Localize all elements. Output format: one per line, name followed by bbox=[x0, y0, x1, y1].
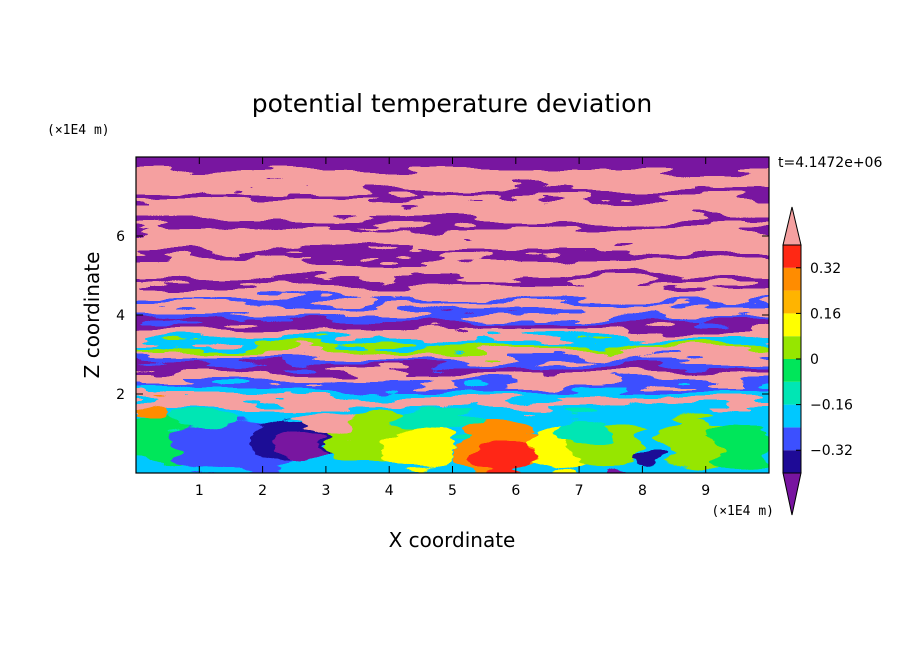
y-axis-ticks: 2 4 6 bbox=[116, 229, 769, 403]
y-axis-unit: (×1E4 m) bbox=[47, 123, 110, 138]
x-tick-label: 4 bbox=[385, 483, 394, 499]
field-blob bbox=[550, 415, 610, 445]
field-band bbox=[136, 191, 769, 199]
colorbar-segment bbox=[783, 245, 801, 268]
field-band bbox=[136, 389, 769, 397]
x-tick-label: 9 bbox=[701, 483, 710, 499]
field-band bbox=[136, 299, 769, 305]
colorbar-segment bbox=[783, 359, 801, 382]
colorbar-tick-label: −0.16 bbox=[810, 398, 853, 414]
chart-title: potential temperature deviation bbox=[252, 89, 652, 118]
field-band bbox=[136, 315, 769, 321]
y-axis-label: Z coordinate bbox=[80, 252, 104, 379]
x-axis-label: X coordinate bbox=[389, 528, 516, 552]
field-band bbox=[136, 251, 769, 259]
field-band bbox=[136, 321, 769, 329]
x-axis-ticks: 1 2 3 4 5 6 7 8 9 bbox=[195, 157, 710, 499]
colorbar-extend-low bbox=[782, 472, 802, 516]
field-band bbox=[136, 277, 769, 285]
x-tick-label: 6 bbox=[511, 483, 520, 499]
field-band bbox=[136, 305, 769, 315]
x-axis-unit: (×1E4 m) bbox=[711, 504, 774, 519]
field-band bbox=[136, 351, 769, 359]
colorbar-segment bbox=[783, 381, 801, 405]
field-blob bbox=[380, 428, 460, 472]
field-band bbox=[136, 383, 769, 389]
field-band bbox=[136, 339, 769, 345]
x-tick-label: 2 bbox=[258, 483, 267, 499]
colorbar-segment bbox=[783, 427, 801, 451]
y-tick-label: 6 bbox=[116, 229, 125, 245]
field-band bbox=[136, 329, 769, 339]
field-band bbox=[136, 229, 769, 251]
colorbar-segment bbox=[783, 336, 801, 359]
field-band bbox=[136, 169, 769, 191]
field-blob bbox=[278, 436, 322, 464]
field-blob bbox=[300, 413, 360, 437]
y-tick-label: 4 bbox=[116, 308, 125, 324]
colorbar-tick-label: 0 bbox=[810, 352, 819, 368]
field-blob bbox=[136, 402, 170, 418]
x-tick-label: 5 bbox=[448, 483, 457, 499]
time-label: t=4.1472e+06 bbox=[778, 155, 882, 171]
x-tick-label: 8 bbox=[638, 483, 647, 499]
x-tick-label: 1 bbox=[195, 483, 204, 499]
field-band bbox=[136, 397, 769, 407]
field-blob bbox=[638, 452, 662, 468]
colorbar-tick-label: −0.32 bbox=[810, 443, 853, 459]
x-tick-label: 3 bbox=[321, 483, 330, 499]
field-blob bbox=[710, 421, 769, 469]
colorbar-tick-label: 0.32 bbox=[810, 261, 841, 277]
colorbar-segment bbox=[783, 267, 801, 291]
colorbar-segment bbox=[783, 313, 801, 337]
y-tick-label: 2 bbox=[116, 387, 125, 403]
field-band bbox=[136, 359, 769, 365]
colorbar-segment bbox=[783, 404, 801, 428]
colorbar-extend-high bbox=[782, 206, 802, 246]
field-band bbox=[136, 285, 769, 299]
heatmap-field bbox=[136, 157, 769, 473]
field-band bbox=[136, 219, 769, 229]
field-blob bbox=[400, 408, 480, 432]
field-band bbox=[136, 365, 769, 373]
colorbar-segment bbox=[783, 290, 801, 314]
field-blob bbox=[165, 410, 235, 430]
colorbar-segment bbox=[783, 450, 801, 473]
field-blob bbox=[480, 435, 530, 473]
field-band bbox=[136, 199, 769, 219]
colorbar-tick-label: 0.16 bbox=[810, 306, 841, 322]
x-tick-label: 7 bbox=[575, 483, 584, 499]
colorbar: 0.32 0.16 0 −0.16 −0.32 bbox=[782, 206, 853, 516]
field-band bbox=[136, 373, 769, 383]
field-band bbox=[136, 345, 769, 351]
field-band bbox=[136, 259, 769, 277]
